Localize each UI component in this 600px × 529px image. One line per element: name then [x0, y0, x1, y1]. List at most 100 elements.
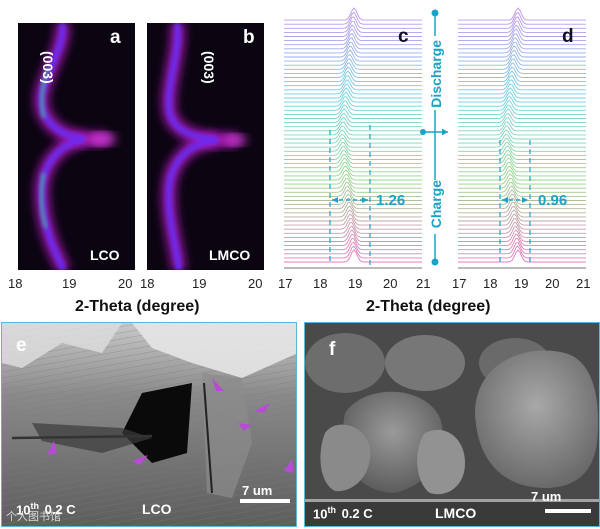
xrd-pattern-line	[284, 202, 422, 214]
xrd-pattern-line	[458, 202, 586, 214]
xrd-pattern-line	[284, 49, 422, 62]
discharge-label: Discharge	[428, 40, 444, 108]
xrd-pattern-line	[458, 24, 586, 37]
panel-c-label: c	[398, 26, 409, 47]
xrd-pattern-line	[284, 153, 422, 165]
xrd-pattern-line	[284, 104, 422, 115]
xrd-pattern-line	[284, 100, 422, 111]
panel-f-scale-label: 7 um	[531, 489, 562, 504]
xrd-pattern-line	[458, 116, 586, 128]
width-value-c: 1.26	[376, 192, 406, 209]
xrd-pattern-line	[284, 182, 422, 193]
tick-20: 20	[383, 276, 398, 291]
scale-bar-f	[545, 509, 591, 513]
xrd-pattern-line	[284, 233, 422, 247]
xrd-pattern-line	[284, 16, 422, 29]
xrd-pattern-line	[284, 249, 422, 263]
xrd-pattern-line	[458, 177, 586, 189]
xrd-pattern-line	[458, 7, 586, 21]
tick-18: 18	[140, 276, 155, 291]
panel-d-label: d	[562, 26, 574, 47]
xrd-pattern-line	[458, 100, 586, 111]
xrd-pattern-line	[284, 213, 422, 226]
xrd-pattern-line	[284, 189, 422, 201]
charge-label: Charge	[428, 180, 444, 229]
xrd-pattern-line	[458, 245, 586, 259]
panel-e-cycle-number: 10	[16, 502, 31, 518]
xrd-pattern-line	[458, 182, 586, 193]
tick-19: 19	[62, 276, 77, 291]
xrd-pattern-line	[284, 169, 422, 181]
xrd-pattern-line	[284, 245, 422, 259]
xrd-pattern-line	[458, 108, 586, 119]
panel-e-cycle: 10th 0.2 C	[16, 501, 76, 517]
xrd-pattern-line	[284, 222, 422, 234]
xrd-pattern-line	[458, 162, 586, 173]
xrd-pattern-line	[458, 104, 586, 115]
xrd-pattern-line	[284, 142, 422, 152]
heatmap-b	[147, 21, 264, 271]
stacked-xrd	[284, 7, 586, 269]
xrd-pattern-line	[458, 74, 586, 87]
axis-title-cd: 2-Theta (degree)	[366, 298, 491, 315]
panel-a-peak-label: (003)	[40, 51, 56, 84]
xrd-pattern-line	[458, 28, 586, 42]
xrd-pattern-line	[284, 11, 422, 25]
xrd-pattern-line	[458, 165, 586, 177]
tick-19: 19	[348, 276, 363, 291]
width-value-d: 0.96	[538, 192, 568, 209]
sem-image-e	[2, 323, 296, 526]
xrd-pattern-line	[284, 149, 422, 160]
panel-b-label: b	[243, 27, 255, 48]
xrd-pattern-line	[284, 185, 422, 197]
xrd-pattern-line	[284, 229, 422, 242]
arrow-head-left-c	[332, 197, 338, 203]
xrd-pattern-line	[284, 241, 422, 255]
xrd-pattern-line	[284, 137, 422, 148]
xrd-pattern-line	[284, 95, 422, 107]
panel-a-sample-label: LCO	[90, 247, 120, 263]
tick-18: 18	[483, 276, 498, 291]
stack-d	[458, 7, 586, 263]
tick-20: 20	[118, 276, 133, 291]
xrd-pattern-line	[458, 193, 586, 206]
xrd-pattern-line	[458, 62, 586, 74]
xrd-pattern-line	[284, 225, 422, 238]
xrd-pattern-line	[458, 222, 586, 234]
xrd-pattern-line	[458, 53, 586, 66]
xrd-pattern-line	[284, 66, 422, 78]
xrd-pattern-line	[284, 129, 422, 140]
xrd-pattern-line	[284, 58, 422, 70]
xrd-pattern-line	[458, 185, 586, 197]
charge-discharge-indicator	[420, 9, 448, 266]
xrd-pattern-line	[284, 116, 422, 128]
xrd-pattern-line	[284, 145, 422, 156]
tick-17: 17	[278, 276, 293, 291]
xrd-pattern-line	[458, 137, 586, 148]
xrd-pattern-line	[284, 74, 422, 87]
panel-a-label: a	[110, 27, 121, 48]
xrd-pattern-line	[458, 237, 586, 251]
arrow-head-right-d	[522, 197, 528, 203]
xrd-pattern-line	[284, 20, 422, 33]
xrd-pattern-line	[284, 24, 422, 37]
tick-19: 19	[192, 276, 207, 291]
xrd-pattern-line	[284, 205, 422, 218]
panel-f-rate: 0.2 C	[341, 506, 373, 522]
watermark: 个人图书馆	[6, 510, 61, 523]
xrd-pattern-line	[458, 95, 586, 107]
panel-f-cycle-number: 10	[313, 506, 328, 522]
panel-e-label: e	[16, 335, 27, 356]
xrd-pattern-line	[284, 177, 422, 189]
xrd-pattern-line	[284, 197, 422, 210]
xrd-pattern-line	[458, 205, 586, 218]
panel-e-cycle-suffix: th	[30, 501, 39, 511]
xrd-pattern-line	[284, 108, 422, 119]
panel-e-scale-label: 7 um	[242, 483, 273, 498]
tick-20: 20	[545, 276, 560, 291]
tick-20: 20	[248, 276, 263, 291]
xrd-pattern-line	[284, 91, 422, 103]
xrd-pattern-line	[284, 45, 422, 58]
xrd-pattern-line	[284, 125, 422, 136]
panel-f-label: f	[329, 339, 336, 360]
